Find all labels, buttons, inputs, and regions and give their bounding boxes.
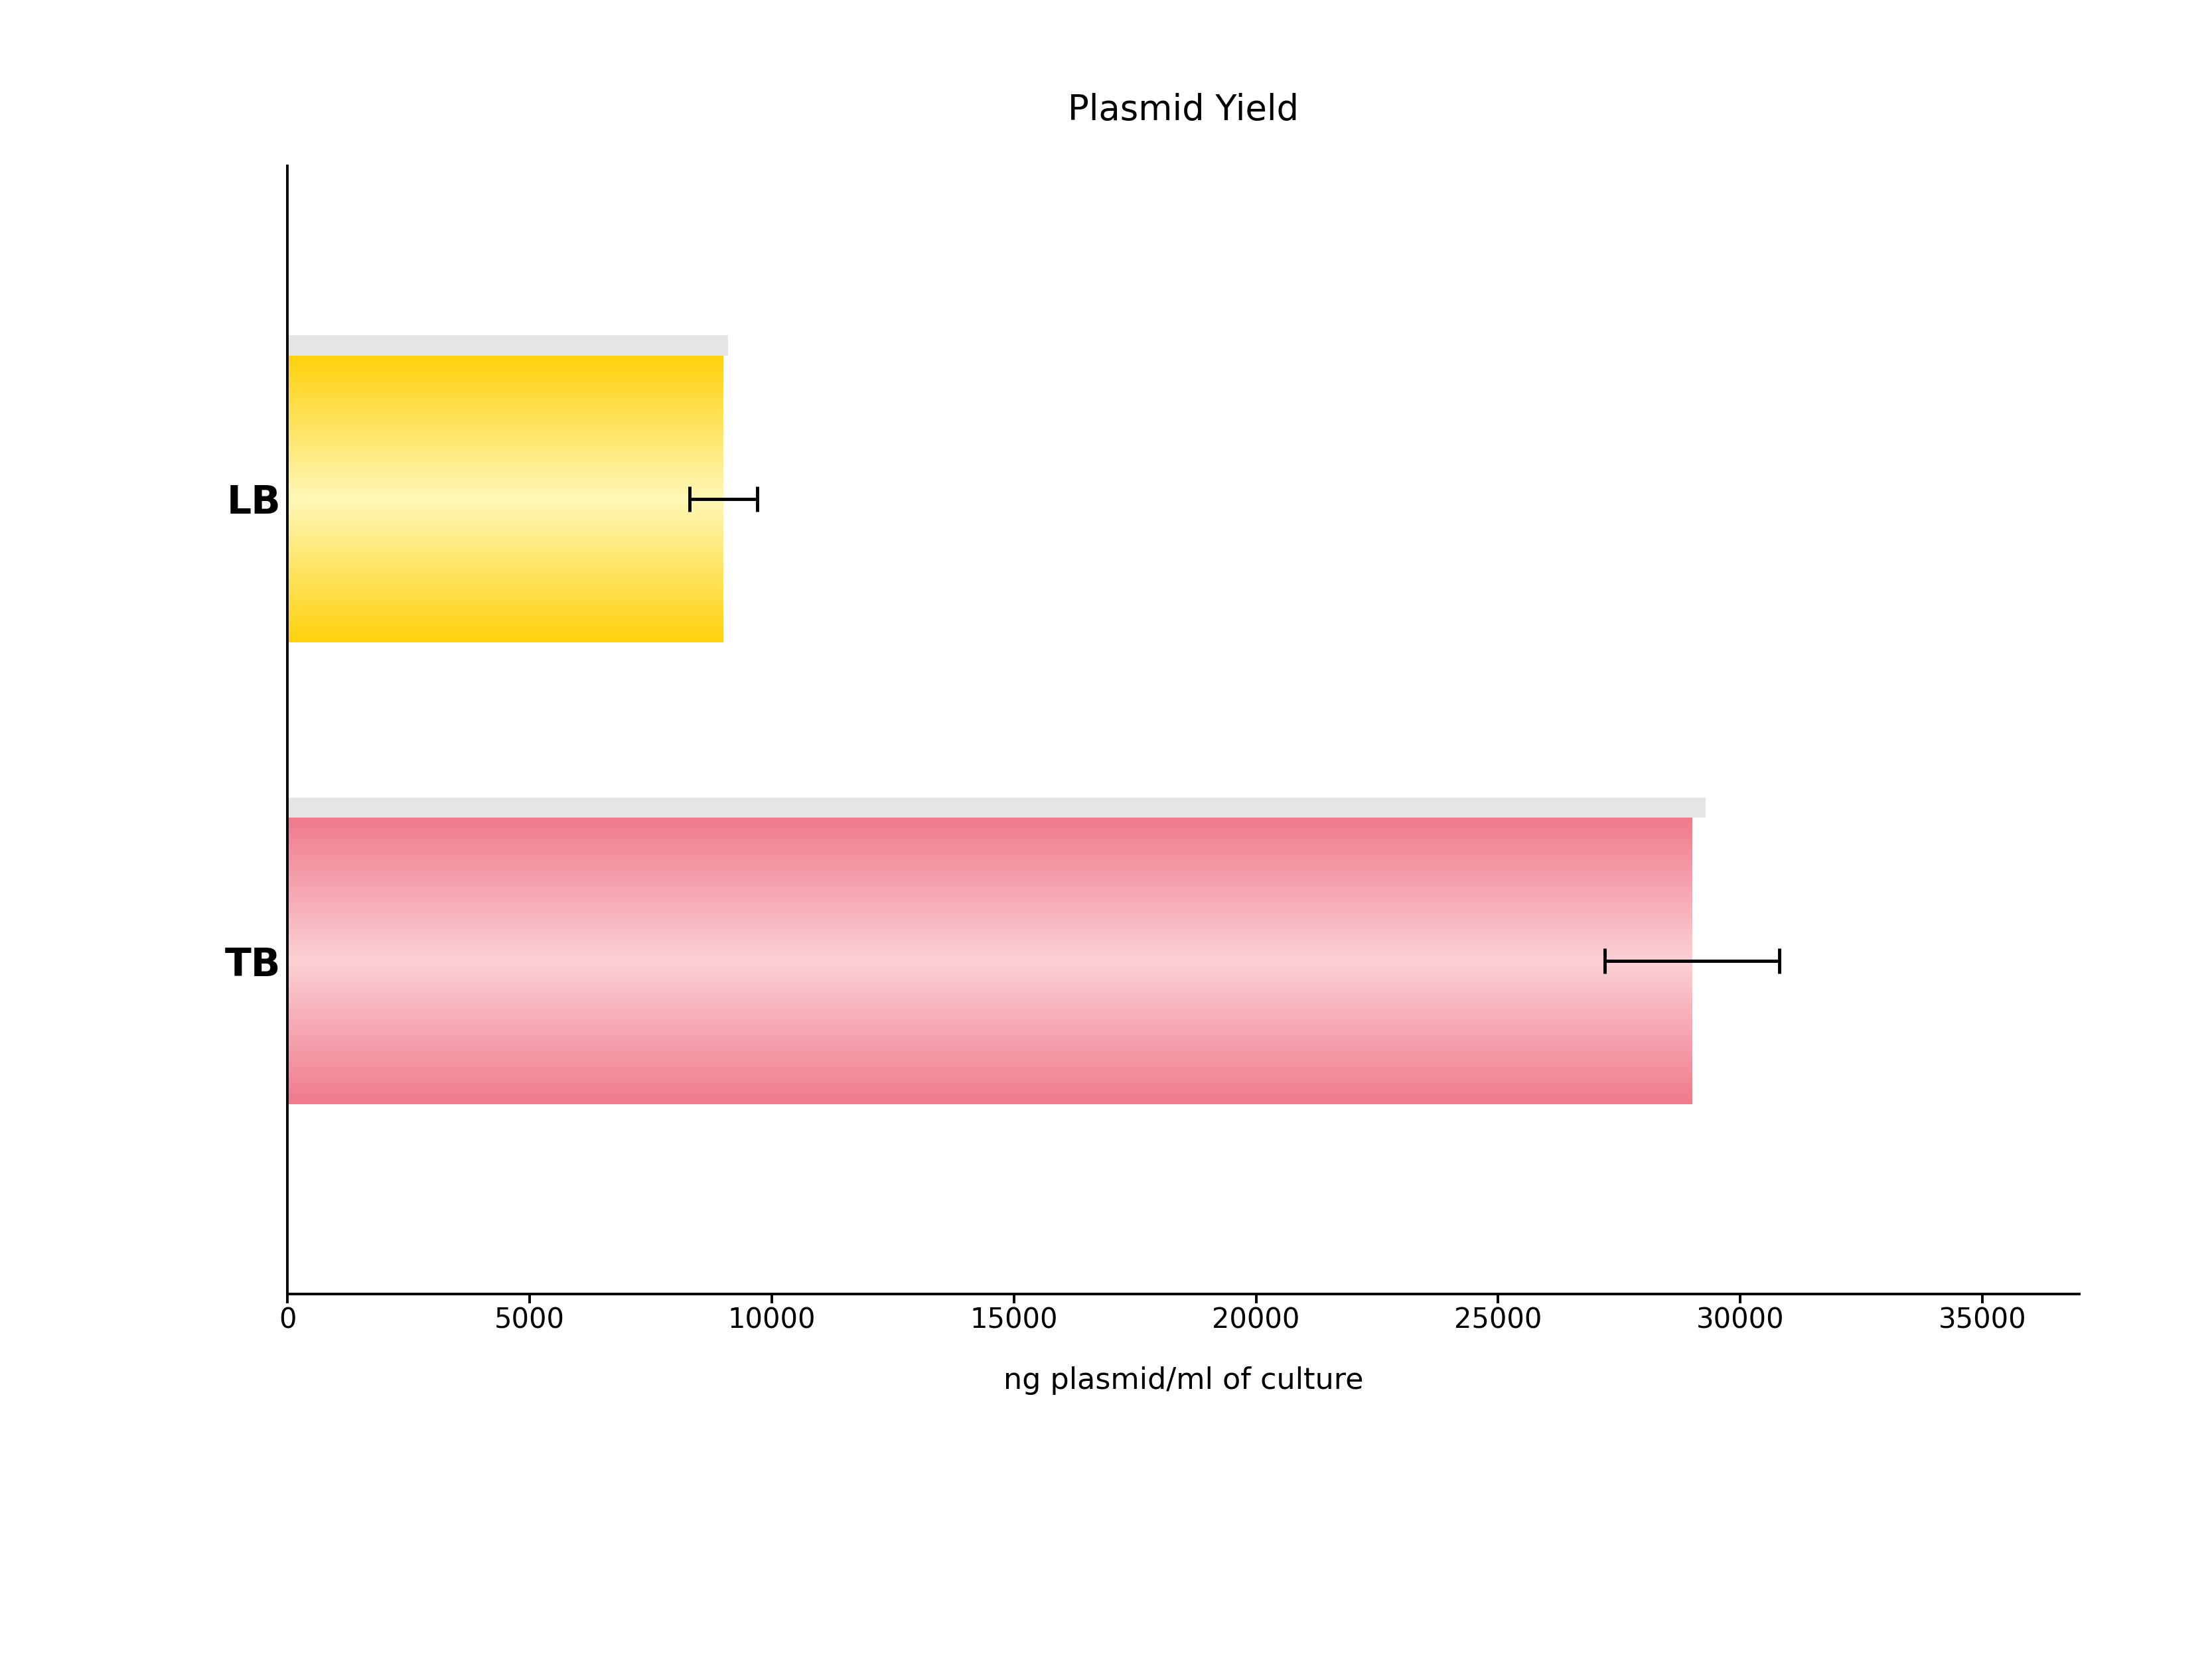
Title: Plasmid Yield: Plasmid Yield bbox=[1068, 93, 1298, 128]
Bar bbox=[288, 798, 1705, 818]
Bar bbox=[288, 335, 728, 355]
X-axis label: ng plasmid/ml of culture: ng plasmid/ml of culture bbox=[1004, 1367, 1363, 1395]
